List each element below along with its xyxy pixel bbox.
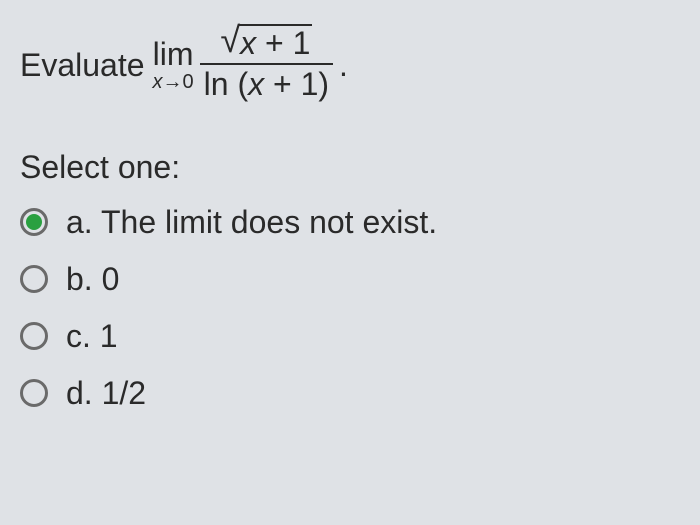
lim-target: 0 xyxy=(183,71,194,93)
radio-d[interactable] xyxy=(20,379,48,407)
option-a-label: a. The limit does not exist. xyxy=(66,204,437,241)
radio-dot-icon xyxy=(26,214,42,230)
evaluate-label: Evaluate xyxy=(20,46,145,84)
radio-a[interactable] xyxy=(20,208,48,236)
option-d-label: d. 1/2 xyxy=(66,375,146,412)
option-b-letter: b. xyxy=(66,261,93,297)
radicand: x + 1 xyxy=(238,24,312,61)
option-d-letter: d. xyxy=(66,375,93,411)
option-a[interactable]: a. The limit does not exist. xyxy=(20,204,680,241)
lim-var: x xyxy=(153,71,163,93)
option-c-letter: c. xyxy=(66,318,91,354)
ln-label: ln xyxy=(204,66,229,102)
options-list: a. The limit does not exist. b. 0 c. 1 d… xyxy=(20,204,680,432)
option-b-label: b. 0 xyxy=(66,261,119,298)
radicand-x: x xyxy=(240,25,256,61)
option-c-label: c. 1 xyxy=(66,318,118,355)
den-rest: + 1) xyxy=(264,66,329,102)
limit-block: lim x→0 xyxy=(153,38,194,92)
period: . xyxy=(339,46,348,84)
option-a-text: The limit does not exist. xyxy=(93,204,437,240)
lim-symbol: lim xyxy=(153,38,194,70)
option-d-text: 1/2 xyxy=(93,375,146,411)
numerator: √ x + 1 xyxy=(216,22,316,63)
radical-icon: √ xyxy=(220,26,240,55)
option-c-text: 1 xyxy=(91,318,118,354)
sqrt: √ x + 1 xyxy=(220,24,312,61)
radicand-plus1: + 1 xyxy=(256,25,310,61)
paren-open: ( xyxy=(229,66,249,102)
denominator: ln (x + 1) xyxy=(200,65,333,104)
option-b-text: 0 xyxy=(93,261,120,297)
radio-b[interactable] xyxy=(20,265,48,293)
question-expression: Evaluate lim x→0 √ x + 1 ln (x + 1) . xyxy=(20,24,680,107)
option-b[interactable]: b. 0 xyxy=(20,261,680,298)
radio-c[interactable] xyxy=(20,322,48,350)
fraction: √ x + 1 ln (x + 1) xyxy=(200,22,333,105)
select-one-label: Select one: xyxy=(20,149,680,186)
option-d[interactable]: d. 1/2 xyxy=(20,375,680,412)
lim-subscript: x→0 xyxy=(153,72,194,92)
lim-arrow: → xyxy=(163,71,183,93)
den-x: x xyxy=(248,66,264,102)
option-c[interactable]: c. 1 xyxy=(20,318,680,355)
option-a-letter: a. xyxy=(66,204,93,240)
